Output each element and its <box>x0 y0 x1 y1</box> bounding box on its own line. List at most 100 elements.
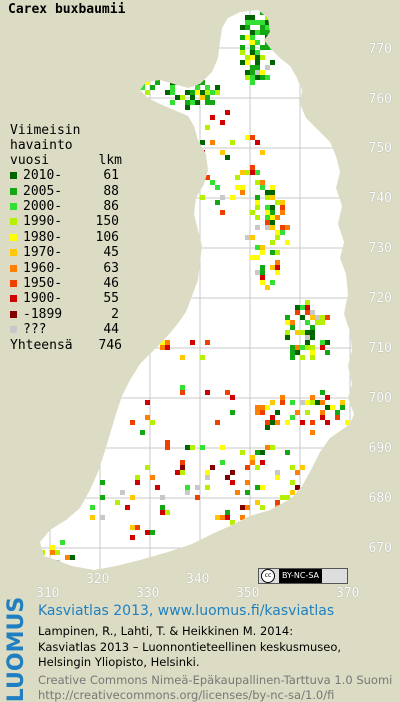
occurrence-square <box>185 75 190 80</box>
y-axis-label: 730 <box>368 241 392 256</box>
legend-row: 1980- 106 <box>10 230 122 245</box>
occurrence-square <box>250 35 255 40</box>
occurrence-square <box>255 75 260 80</box>
occurrence-square <box>200 90 205 95</box>
occurrence-square <box>250 45 255 50</box>
legend-total-label: Yhteensä <box>10 338 73 354</box>
kasviatlas-link[interactable]: Kasviatlas 2013, www.luomus.fi/kasviatla… <box>38 603 335 619</box>
occurrence-square <box>265 205 270 210</box>
legend-total-count: 746 <box>98 338 122 354</box>
occurrence-square <box>195 485 200 490</box>
occurrence-square <box>255 50 260 55</box>
occurrence-square <box>260 410 265 415</box>
occurrence-square <box>40 550 45 555</box>
legend-year: -1899 <box>23 306 63 322</box>
occurrence-square <box>265 30 270 35</box>
occurrence-square <box>300 355 305 360</box>
occurrence-square <box>275 500 280 505</box>
occurrence-square <box>240 25 245 30</box>
occurrence-square <box>250 135 255 140</box>
occurrence-square <box>205 475 210 480</box>
occurrence-square <box>135 475 140 480</box>
occurrence-square <box>210 100 215 105</box>
occurrence-square <box>265 405 270 410</box>
occurrence-square <box>190 445 195 450</box>
legend-year: 1900- <box>23 291 63 307</box>
occurrence-square <box>305 310 310 315</box>
occurrence-square <box>275 230 280 235</box>
occurrence-square <box>255 60 260 65</box>
occurrence-square <box>235 175 240 180</box>
occurrence-square <box>275 215 280 220</box>
occurrence-square <box>305 400 310 405</box>
occurrence-square <box>255 170 260 175</box>
occurrence-square <box>200 95 205 100</box>
occurrence-square <box>255 500 260 505</box>
occurrence-square <box>190 340 195 345</box>
occurrence-square <box>160 345 165 350</box>
occurrence-square <box>260 150 265 155</box>
legend-year: 2005- <box>23 183 63 199</box>
occurrence-square <box>185 75 190 80</box>
occurrence-square <box>205 340 210 345</box>
occurrence-square <box>305 305 310 310</box>
occurrence-square <box>165 90 170 95</box>
license-url[interactable]: http://creativecommons.org/licenses/by-n… <box>38 688 335 702</box>
occurrence-square <box>165 510 170 515</box>
occurrence-square <box>130 420 135 425</box>
occurrence-square <box>190 90 195 95</box>
legend-count: 63 <box>103 260 119 276</box>
occurrence-square <box>265 190 270 195</box>
y-axis-label: 690 <box>368 441 392 456</box>
occurrence-square <box>250 165 255 170</box>
occurrence-square <box>210 115 215 120</box>
luomus-logo: LUOMUS <box>2 596 32 701</box>
occurrence-square <box>265 75 270 80</box>
occurrence-square <box>215 185 220 190</box>
occurrence-square <box>160 75 165 80</box>
occurrence-square <box>225 390 230 395</box>
y-axis-label: 710 <box>368 341 392 356</box>
occurrence-square <box>180 80 185 85</box>
occurrence-square <box>250 455 255 460</box>
occurrence-square <box>210 90 215 95</box>
legend-row: 1990- 150 <box>10 214 122 229</box>
occurrence-square <box>280 495 285 500</box>
occurrence-square <box>165 440 170 445</box>
occurrence-square <box>260 270 265 275</box>
occurrence-square <box>230 480 235 485</box>
legend-year: 1980- <box>23 229 63 245</box>
occurrence-square <box>295 350 300 355</box>
occurrence-square <box>230 410 235 415</box>
map-canvas <box>40 10 354 570</box>
occurrence-square <box>275 235 280 240</box>
occurrence-square <box>270 205 275 210</box>
y-axis-label: 720 <box>368 291 392 306</box>
occurrence-square <box>260 70 265 75</box>
occurrence-square <box>260 10 265 15</box>
occurrence-square <box>325 340 330 345</box>
occurrence-square <box>215 85 220 90</box>
occurrence-square <box>230 140 235 145</box>
occurrence-square <box>235 490 240 495</box>
legend-count: 88 <box>103 183 119 199</box>
occurrence-square <box>150 530 155 535</box>
occurrence-square <box>55 560 60 565</box>
occurrence-square <box>245 480 250 485</box>
occurrence-square <box>190 100 195 105</box>
occurrence-square <box>250 70 255 75</box>
occurrence-square <box>270 250 275 255</box>
license-badge[interactable]: cc BY-NC-SA <box>258 568 348 584</box>
occurrence-square <box>180 465 185 470</box>
occurrence-square <box>275 270 280 275</box>
occurrence-square <box>270 30 275 35</box>
occurrence-square <box>220 150 225 155</box>
occurrence-square <box>245 505 250 510</box>
occurrence-square <box>325 350 330 355</box>
occurrence-square <box>125 505 130 510</box>
occurrence-square <box>225 515 230 520</box>
occurrence-square <box>255 195 260 200</box>
occurrence-squares <box>40 10 350 565</box>
cc-icon: cc <box>261 569 275 583</box>
occurrence-square <box>275 505 280 510</box>
